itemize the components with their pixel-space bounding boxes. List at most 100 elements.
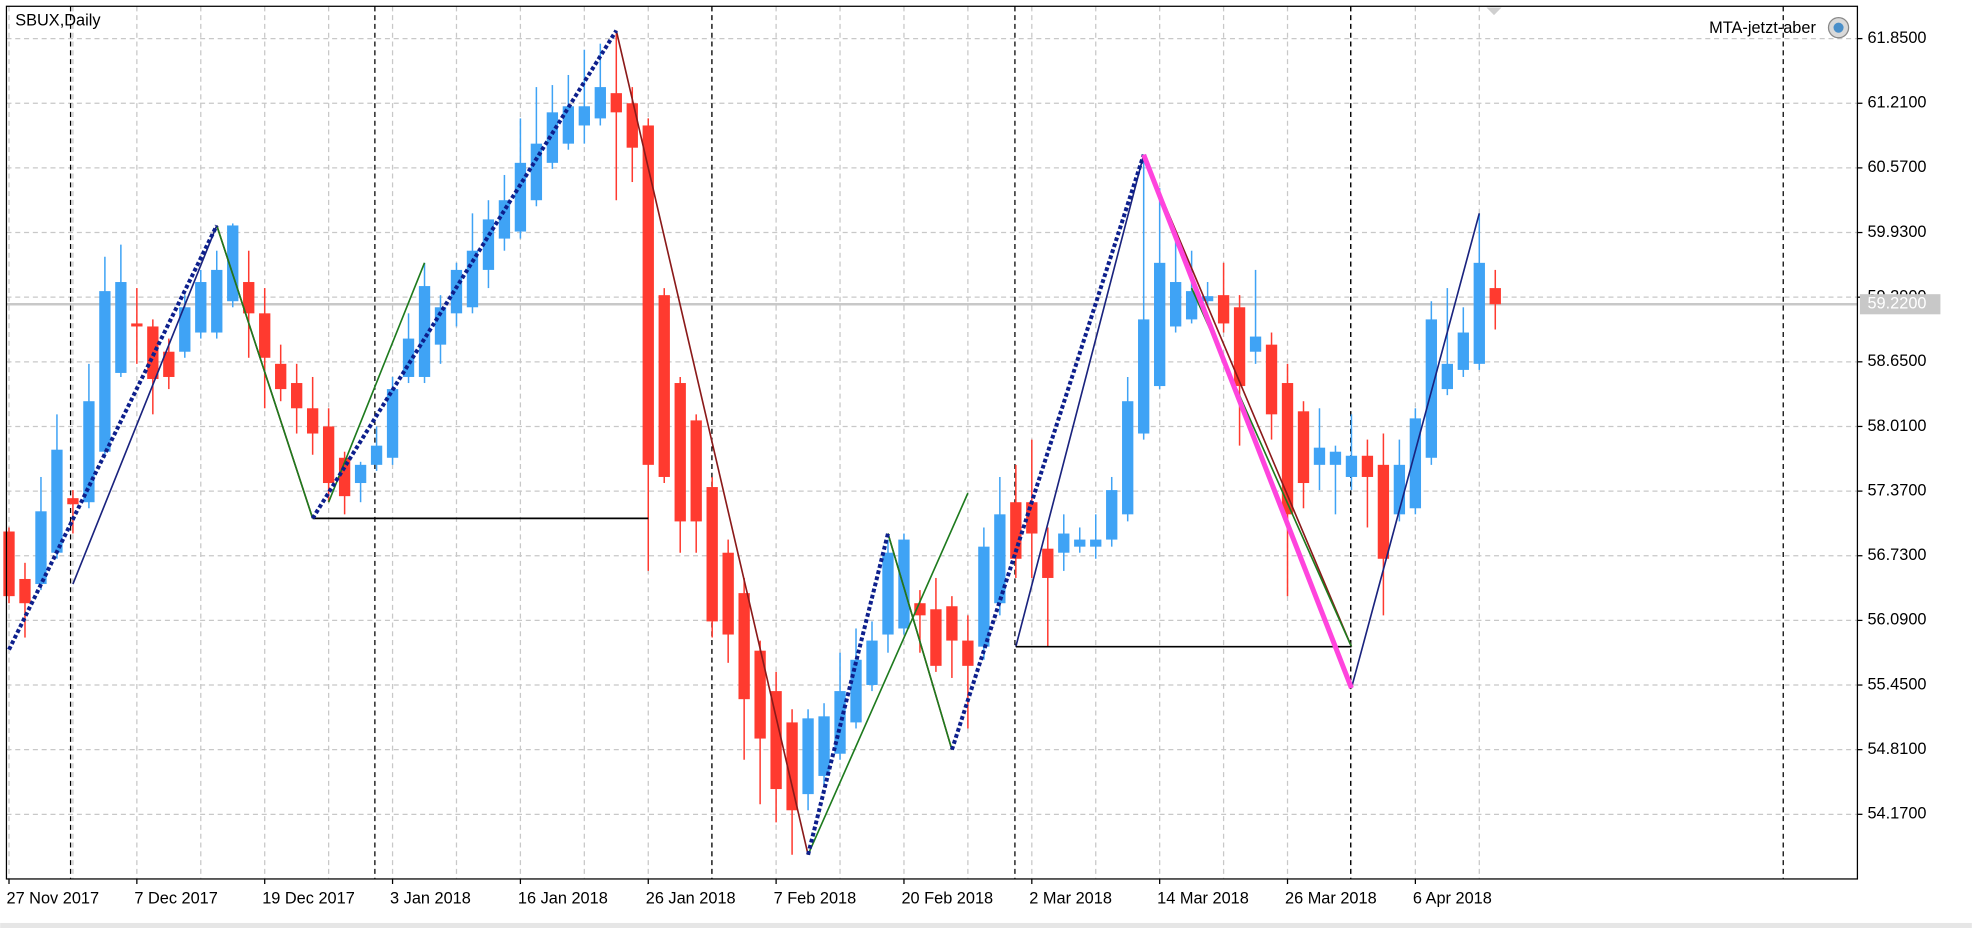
- indicator-line: [312, 517, 1352, 648]
- y-tick-label: 56.7300: [1867, 546, 1926, 564]
- x-tick-label: 14 Mar 2018: [1157, 889, 1249, 907]
- candle-body: [1169, 282, 1182, 327]
- candle-body: [402, 338, 415, 377]
- candle-body: [1457, 332, 1469, 370]
- x-tick-label: 7 Feb 2018: [774, 889, 857, 907]
- candle-body: [1329, 451, 1342, 465]
- candle-body: [1233, 307, 1246, 387]
- candle-body: [722, 552, 734, 635]
- candle-body: [530, 143, 543, 201]
- candle-body: [850, 659, 862, 723]
- candle-body: [754, 650, 766, 739]
- candle-body: [1074, 539, 1086, 547]
- candle-body: [546, 112, 559, 163]
- indicator-line: [7, 29, 1146, 856]
- candle-body: [946, 606, 958, 641]
- y-tick-label: 61.2100: [1867, 94, 1926, 112]
- candle-body: [354, 464, 367, 484]
- candle-body: [1122, 401, 1134, 515]
- candle-body: [802, 718, 814, 795]
- candle-body: [1345, 455, 1358, 477]
- candle-body: [51, 449, 63, 553]
- status-strip: [0, 922, 1972, 928]
- candle-body: [1106, 490, 1118, 540]
- candle-body: [1313, 447, 1326, 465]
- candle-body: [562, 106, 575, 144]
- indicator-line: [72, 154, 1481, 689]
- x-tick-label: 3 Jan 2018: [390, 889, 471, 907]
- candle-body: [1010, 502, 1022, 559]
- candle-body: [1026, 502, 1038, 534]
- chart-title: SBUX,Daily: [15, 12, 101, 30]
- candle-body: [1201, 296, 1214, 302]
- candle-body: [259, 313, 271, 358]
- candle-body: [1441, 363, 1453, 390]
- candle-body: [179, 307, 191, 352]
- candle-body: [306, 408, 319, 434]
- candle-body: [738, 593, 750, 700]
- candle-body: [227, 225, 239, 302]
- candle-body: [818, 716, 830, 776]
- y-tick-label: 54.8100: [1867, 740, 1926, 758]
- candle-body: [195, 282, 207, 333]
- candle-body: [1042, 548, 1054, 578]
- candle-body: [99, 291, 111, 452]
- candle-body: [67, 498, 79, 505]
- y-tick-label: 58.0100: [1867, 417, 1926, 435]
- y-tick-label: 57.3700: [1867, 481, 1926, 499]
- candle-body: [1058, 533, 1070, 553]
- candle-body: [1265, 344, 1278, 415]
- y-tick-label: 55.4500: [1867, 675, 1926, 693]
- y-tick-label: 54.1700: [1867, 805, 1926, 823]
- x-tick-label: 20 Feb 2018: [901, 889, 993, 907]
- candle-body: [1217, 295, 1230, 324]
- indicator-label: MTA-jetzt-aber: [1709, 19, 1816, 37]
- candle-body: [1489, 288, 1501, 305]
- candle-body: [578, 106, 590, 126]
- candle-body: [83, 401, 95, 503]
- candle-body: [594, 87, 606, 119]
- candle-body: [418, 286, 431, 377]
- y-tick-label: 60.5700: [1867, 158, 1926, 176]
- candle-body: [1377, 464, 1390, 559]
- candle-body: [674, 383, 686, 522]
- candle-body: [291, 383, 303, 409]
- y-tick-label: 61.8500: [1867, 29, 1926, 47]
- candle-body: [3, 531, 15, 597]
- indicator-line: [215, 225, 1353, 856]
- y-tick-label: 59.9300: [1867, 223, 1926, 241]
- candle-body: [115, 282, 127, 373]
- candle-body: [163, 351, 175, 377]
- candle-body: [690, 420, 702, 522]
- candle-body: [370, 445, 383, 465]
- x-tick-label: 6 Apr 2018: [1413, 889, 1492, 907]
- candle-body: [786, 722, 798, 811]
- x-tick-label: 2 Mar 2018: [1029, 889, 1112, 907]
- x-tick-label: 19 Dec 2017: [262, 889, 355, 907]
- candle-body: [914, 603, 926, 616]
- plot: [3, 29, 1858, 856]
- candle-body: [243, 282, 255, 314]
- candle-body: [1409, 418, 1422, 509]
- candle-body: [211, 269, 223, 333]
- candle-body: [1090, 539, 1102, 547]
- plot-frame: [5, 5, 1859, 880]
- candle-body: [706, 487, 718, 622]
- candle-body: [35, 511, 47, 585]
- candle-body: [450, 269, 463, 314]
- candle-body: [1138, 319, 1150, 434]
- candle-body: [978, 546, 990, 647]
- candle-body: [434, 307, 447, 345]
- x-tick-label: 26 Jan 2018: [646, 889, 736, 907]
- candle-body: [514, 162, 527, 232]
- x-tick-label: 27 Nov 2017: [6, 889, 99, 907]
- candle-body: [610, 93, 622, 113]
- candle-body: [386, 389, 399, 458]
- candle-body: [131, 323, 143, 327]
- candle-body: [482, 219, 495, 270]
- candle-body: [1393, 464, 1406, 515]
- x-tick-label: 26 Mar 2018: [1285, 889, 1377, 907]
- candle-body: [498, 200, 511, 239]
- x-tick-label: 16 Jan 2018: [518, 889, 608, 907]
